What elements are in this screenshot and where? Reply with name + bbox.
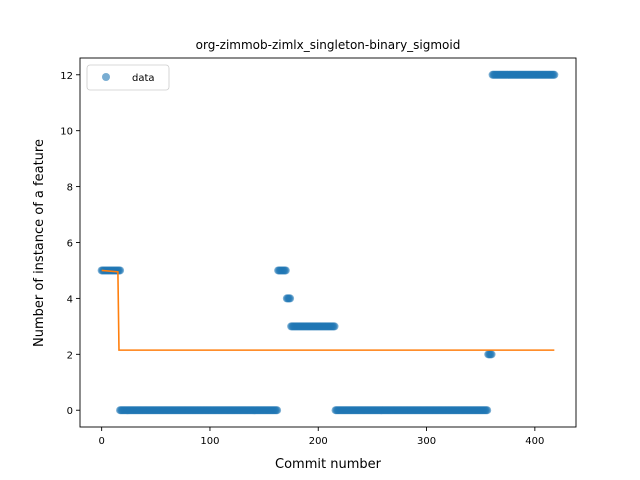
data-point: [273, 406, 282, 415]
fit-line: [101, 269, 555, 351]
x-tick-label: 0: [98, 436, 104, 447]
y-tick-label: 12: [60, 71, 73, 82]
chart-title: org-zimmob-zimlx_singleton-binary_sigmoi…: [196, 38, 461, 52]
legend-marker: [102, 73, 110, 81]
data-point: [483, 406, 492, 415]
y-tick-label: 2: [67, 350, 73, 361]
y-axis-label: Number of instance of a feature: [32, 139, 47, 347]
data-point: [487, 350, 496, 359]
y-tick-label: 6: [67, 239, 73, 250]
x-tick-label: 300: [417, 436, 436, 447]
y-tick-label: 8: [67, 183, 73, 194]
y-tick-label: 4: [67, 294, 73, 305]
data-point: [286, 294, 295, 303]
x-axis-label: Commit number: [275, 457, 382, 472]
data-point: [550, 70, 559, 79]
data-point: [330, 322, 339, 331]
data-point: [281, 266, 290, 275]
x-tick-label: 400: [525, 436, 544, 447]
legend: data: [86, 64, 170, 91]
x-tick-label: 200: [309, 436, 328, 447]
plot-area: 0 100 200 300 400 0 2 4 6 8 10 12 data: [60, 57, 577, 447]
legend-label: data: [132, 73, 155, 84]
y-tick-label: 10: [60, 127, 73, 138]
y-tick-label: 0: [67, 406, 73, 417]
legend-box: [86, 64, 170, 91]
x-tick-label: 100: [200, 436, 219, 447]
